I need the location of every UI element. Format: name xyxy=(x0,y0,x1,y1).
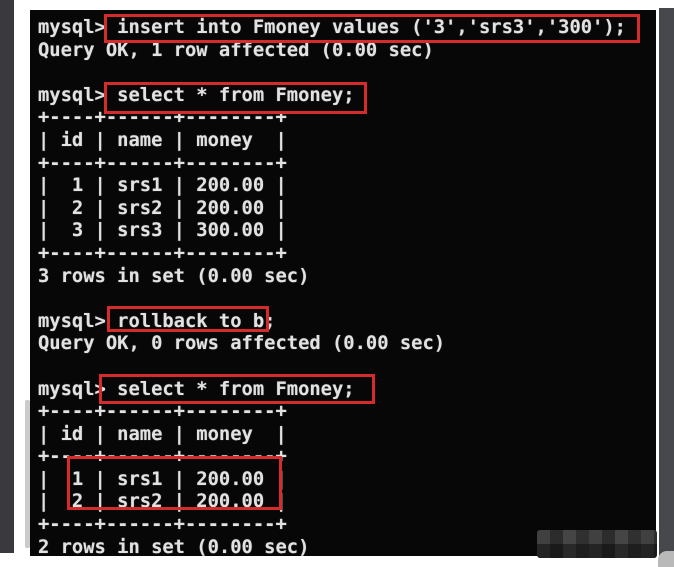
terminal-line-select-command: mysql> select * from Fmoney; xyxy=(38,378,355,400)
terminal-line-insert-command: mysql> insert into Fmoney values ('3','s… xyxy=(38,17,626,38)
terminal-line-table-header: | id | name | money | xyxy=(38,423,287,445)
terminal-line-blank xyxy=(38,62,656,85)
terminal-line-query-ok: Query OK, 1 row affected (0.00 sec) xyxy=(38,39,434,61)
terminal-line-rows-in-set: 2 rows in set (0.00 sec) xyxy=(38,536,310,556)
terminal-line-table-border: +----+------+--------+ xyxy=(38,446,287,468)
terminal-line-blank xyxy=(38,356,656,379)
terminal-line-query-ok: Query OK, 0 rows affected (0.00 sec) xyxy=(38,333,446,355)
terminal-line-table-row: | 1 | srs1 | 200.00 | xyxy=(38,175,287,197)
terminal-line-table-border: +----+------+--------+ xyxy=(38,152,287,174)
terminal-line-table-row: | 2 | srs2 | 200.00 | xyxy=(38,491,287,513)
watermark-mosaic-row xyxy=(537,544,657,558)
terminal-line-table-header: | id | name | money | xyxy=(38,129,287,151)
terminal-line-table-border: +----+------+--------+ xyxy=(38,107,287,129)
terminal-line-table-row: | 3 | srs3 | 300.00 | xyxy=(38,220,287,242)
window-left-border xyxy=(0,0,14,553)
terminal-window[interactable]: mysql> insert into Fmoney values ('3','s… xyxy=(30,10,656,556)
window-right-border xyxy=(659,8,674,567)
terminal-line-blank xyxy=(38,288,656,311)
corner-widget xyxy=(658,551,674,567)
terminal-line-rows-in-set: 3 rows in set (0.00 sec) xyxy=(38,265,310,287)
terminal-line-table-border: +----+------+--------+ xyxy=(38,401,287,423)
terminal-line-select-command: mysql> select * from Fmoney; xyxy=(38,84,355,106)
blurred-watermark xyxy=(537,530,657,558)
terminal-line-table-border: +----+------+--------+ xyxy=(38,514,287,536)
terminal-line-rollback-command: mysql> rollback to b; xyxy=(38,310,276,332)
terminal-line-table-row: | 1 | srs1 | 200.00 | xyxy=(38,468,287,490)
watermark-mosaic-row xyxy=(537,530,657,544)
terminal-line-table-border: +----+------+--------+ xyxy=(38,242,287,264)
terminal-line-table-row: | 2 | srs2 | 200.00 | xyxy=(38,197,287,219)
scrollbar-thumb[interactable] xyxy=(25,400,30,548)
